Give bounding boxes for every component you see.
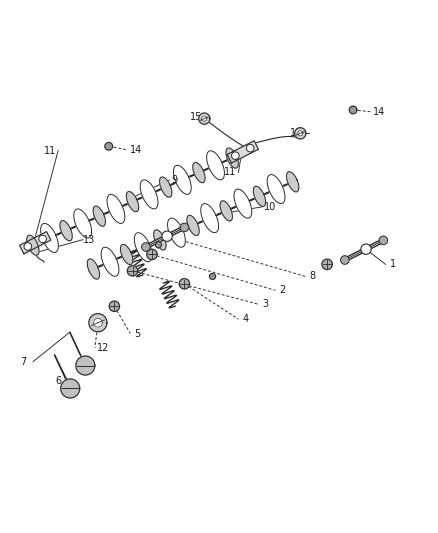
Text: 14: 14 xyxy=(372,107,385,117)
Text: 11: 11 xyxy=(224,167,236,177)
Polygon shape xyxy=(168,218,185,247)
Polygon shape xyxy=(298,131,303,136)
Polygon shape xyxy=(94,318,102,327)
Polygon shape xyxy=(107,195,125,223)
Text: 5: 5 xyxy=(134,328,141,338)
Polygon shape xyxy=(209,273,215,279)
Circle shape xyxy=(162,231,172,241)
Polygon shape xyxy=(267,175,285,204)
Circle shape xyxy=(379,236,388,245)
Polygon shape xyxy=(41,223,58,253)
Polygon shape xyxy=(93,206,106,226)
Polygon shape xyxy=(127,191,139,212)
Polygon shape xyxy=(173,165,191,195)
Polygon shape xyxy=(253,186,265,206)
Polygon shape xyxy=(20,232,51,254)
Polygon shape xyxy=(76,356,95,375)
Text: 11: 11 xyxy=(44,146,56,156)
Text: 7: 7 xyxy=(20,357,27,367)
Polygon shape xyxy=(120,245,133,264)
Polygon shape xyxy=(127,265,138,276)
Circle shape xyxy=(361,244,371,254)
Circle shape xyxy=(247,144,254,152)
Polygon shape xyxy=(322,259,332,270)
Text: 9: 9 xyxy=(171,175,177,185)
Polygon shape xyxy=(179,279,190,289)
Text: 13: 13 xyxy=(83,235,95,245)
Text: 10: 10 xyxy=(265,202,277,212)
Text: 12: 12 xyxy=(97,343,110,353)
Polygon shape xyxy=(89,313,107,332)
Polygon shape xyxy=(140,180,158,209)
Polygon shape xyxy=(134,233,152,262)
Text: 8: 8 xyxy=(310,271,316,281)
Polygon shape xyxy=(147,249,157,260)
Text: 6: 6 xyxy=(55,376,61,386)
Polygon shape xyxy=(202,116,207,121)
Text: 14: 14 xyxy=(130,145,142,155)
Polygon shape xyxy=(187,215,199,236)
Polygon shape xyxy=(227,141,258,163)
Polygon shape xyxy=(74,209,92,238)
Text: 3: 3 xyxy=(262,299,268,309)
Polygon shape xyxy=(101,247,119,276)
Circle shape xyxy=(24,243,32,251)
Circle shape xyxy=(39,235,46,243)
Polygon shape xyxy=(61,379,80,398)
Polygon shape xyxy=(199,113,210,124)
Polygon shape xyxy=(155,242,162,248)
Polygon shape xyxy=(201,204,219,233)
Polygon shape xyxy=(349,106,357,114)
Text: 1: 1 xyxy=(390,260,396,269)
Polygon shape xyxy=(220,201,233,221)
Polygon shape xyxy=(295,128,306,139)
Text: 15: 15 xyxy=(190,112,202,122)
Polygon shape xyxy=(234,189,252,218)
Polygon shape xyxy=(87,259,99,279)
Polygon shape xyxy=(154,230,166,250)
Circle shape xyxy=(141,243,150,252)
Polygon shape xyxy=(105,142,113,150)
Text: 15: 15 xyxy=(290,128,302,138)
Polygon shape xyxy=(109,301,120,311)
Text: 2: 2 xyxy=(279,285,286,295)
Polygon shape xyxy=(60,221,72,241)
Circle shape xyxy=(340,256,349,264)
Circle shape xyxy=(232,152,239,159)
Circle shape xyxy=(180,223,189,232)
Polygon shape xyxy=(207,151,224,180)
Polygon shape xyxy=(226,148,238,168)
Polygon shape xyxy=(159,177,172,197)
Polygon shape xyxy=(27,235,39,255)
Text: 4: 4 xyxy=(243,314,249,324)
Polygon shape xyxy=(286,172,299,192)
Polygon shape xyxy=(193,163,205,183)
